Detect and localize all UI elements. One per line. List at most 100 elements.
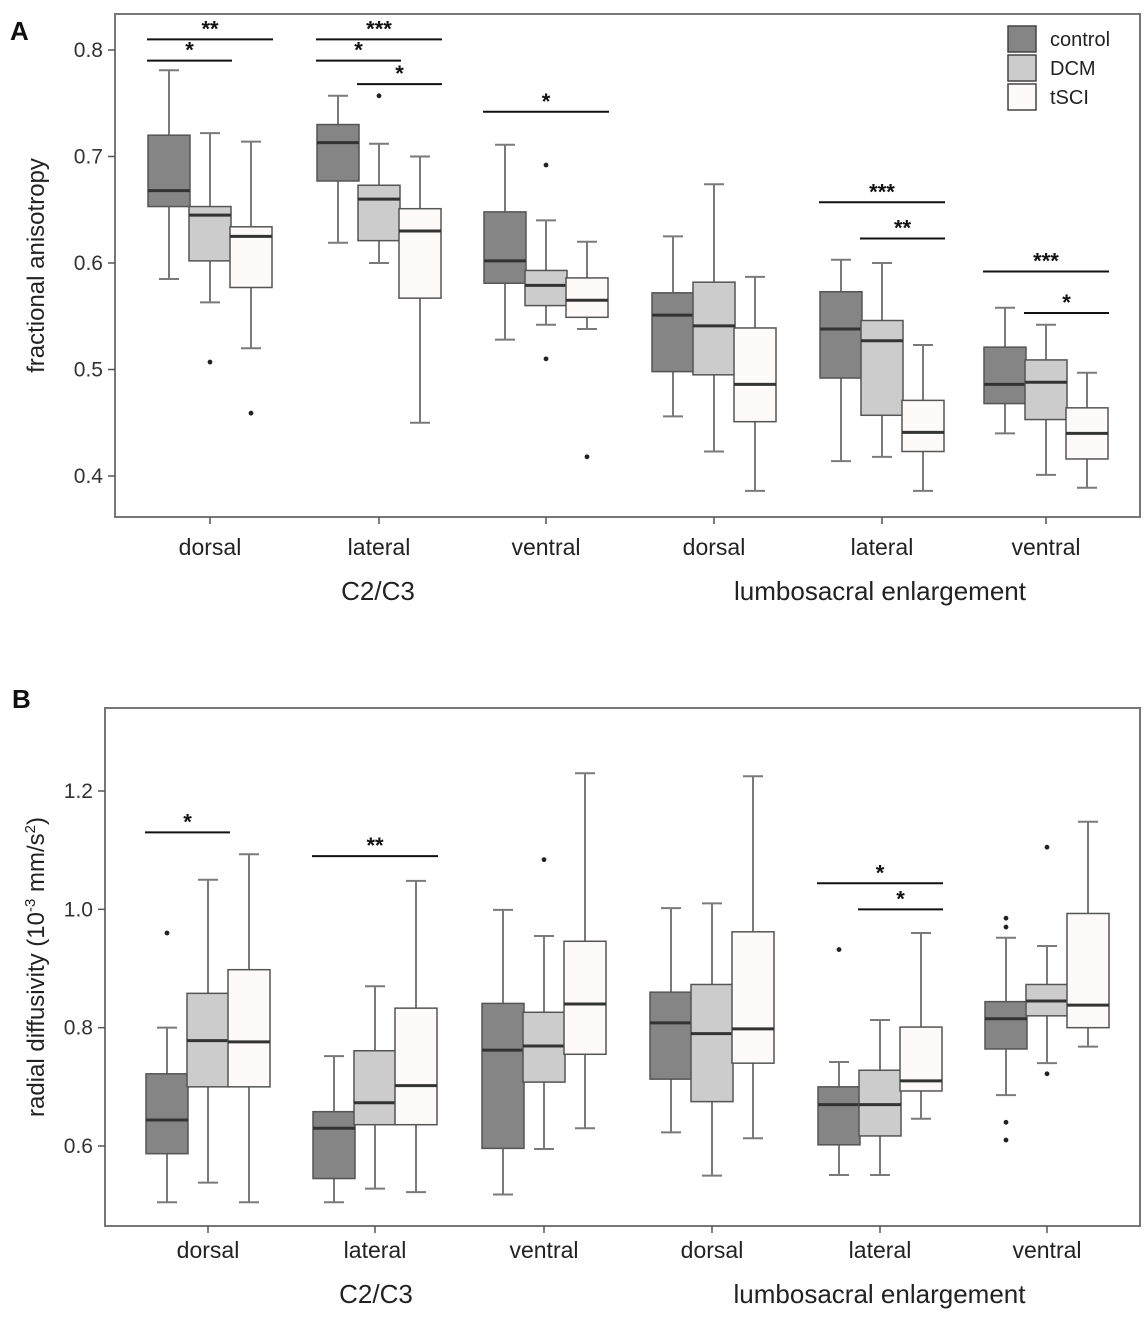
panel-a-y-axis-title: fractional anisotropy: [23, 158, 50, 373]
panel-a-legend-swatch-tsci: [1007, 83, 1037, 111]
panel-a-box-body: [983, 346, 1027, 405]
panel-a-box-body: [565, 277, 609, 319]
panel-a-outlier-point: [248, 410, 254, 416]
panel-b-box-dcm: [522, 857, 566, 1150]
panel-b-box-dcm: [1025, 844, 1069, 1077]
panel-b-box-tsci: [899, 932, 943, 1120]
panel-a-outlier-point: [207, 359, 213, 365]
panel-b-y-axis-title-part: -3: [22, 899, 39, 912]
panel-a-significance-stars: *: [542, 89, 551, 114]
panel-a-y-tick-label: 0.4: [74, 465, 104, 488]
panel-b-box-control: [145, 930, 189, 1204]
panel-a-significance-stars: *: [395, 61, 404, 86]
panel-a-box-body: [733, 327, 777, 423]
panel-b-outlier-point: [1044, 844, 1050, 850]
panel-b-box-tsci: [394, 879, 438, 1194]
panel-b-category-label: dorsal: [177, 1237, 240, 1263]
panel-b-box-control: [312, 1055, 356, 1204]
panel-a-outlier-point: [543, 356, 549, 362]
panel-letter-a: A: [10, 16, 29, 46]
panel-a-box-dcm: [692, 183, 736, 453]
panel-a-box-body: [819, 291, 863, 379]
panel-a-category-label: lateral: [851, 534, 914, 560]
panel-a-box-body: [1024, 359, 1068, 421]
panel-b-significance-stars: *: [183, 809, 192, 834]
panel-letter-b: B: [12, 684, 31, 714]
panel-b-outlier-point: [164, 930, 170, 936]
panel-a-box-body: [357, 184, 401, 242]
panel-b-box-control: [649, 907, 693, 1134]
panel-a-significance-stars: ***: [1033, 249, 1059, 274]
panel-b-box-control: [817, 947, 861, 1176]
panel-b-outlier-point: [1003, 924, 1009, 930]
panel-b-box-dcm: [186, 878, 230, 1184]
panel-b-box-control: [481, 908, 525, 1196]
panel-b-y-axis-title: radial diffusivity (10-3 mm/s2): [22, 817, 50, 1117]
panel-a-significance-stars: ***: [869, 179, 895, 204]
panel-b-box-body: [817, 1086, 861, 1146]
panel-b-plot-frame: [104, 707, 1141, 1227]
panel-b-box-dcm: [858, 1018, 902, 1176]
panel-a-box-dcm: [1024, 323, 1068, 476]
panel-b-y-axis-title-part: mm/s: [23, 833, 50, 898]
panel-a-category-label: lateral: [348, 534, 411, 560]
panel-a-box-body: [651, 292, 695, 373]
panel-a-category-label: ventral: [1011, 534, 1080, 560]
panel-b-box-body: [690, 983, 734, 1103]
panel-a-box-control: [651, 235, 695, 418]
panel-a-box-body: [316, 123, 360, 182]
panel-a-significance-stars: ***: [366, 16, 392, 41]
panel-a-category-label: dorsal: [179, 534, 242, 560]
panel-b-box-body: [394, 1007, 438, 1126]
panel-a-box-tsci: [398, 155, 442, 424]
panel-b-box-control: [984, 915, 1028, 1143]
panel-b-box-body: [227, 968, 271, 1088]
panel-a-y-tick-label: 0.8: [74, 39, 103, 62]
panel-a-y-tick-label: 0.5: [74, 359, 103, 382]
panel-a-box-body: [524, 269, 568, 307]
panel-b-outlier-point: [1003, 915, 1009, 921]
panel-b-box-dcm: [353, 985, 397, 1190]
panel-a-legend-label-tsci: tSCI: [1050, 87, 1089, 109]
panel-a-plot-frame: [114, 13, 1141, 518]
panel-a-box-tsci: [565, 240, 609, 460]
panel-b-significance-stars: **: [366, 833, 384, 858]
panel-a-box-control: [483, 143, 527, 341]
panel-a-category-label: dorsal: [683, 534, 746, 560]
panel-a-category-label: ventral: [511, 534, 580, 560]
panel-a-significance-stars: *: [1062, 290, 1071, 315]
panel-a-legend-label-control: control: [1050, 29, 1110, 51]
panel-a-box-body: [901, 399, 945, 453]
panel-a-y-tick-label: 0.6: [74, 252, 103, 275]
panel-b-outlier-point: [1003, 1137, 1009, 1143]
panel-b-y-axis-title-part: ): [23, 817, 50, 825]
panel-b-box-body: [312, 1110, 356, 1180]
panel-a-group-label: C2/C3: [341, 576, 415, 606]
panel-b-group-label: C2/C3: [339, 1279, 413, 1309]
panel-b-significance-stars: *: [896, 886, 905, 911]
panel-a-legend-swatch-dcm: [1007, 54, 1037, 82]
panel-b-box-body: [984, 1000, 1028, 1050]
panel-a-legend-swatch-control: [1007, 25, 1037, 53]
panel-b-box-body: [145, 1073, 189, 1155]
panel-b-y-tick-label: 0.6: [64, 1135, 93, 1158]
panel-b-box-dcm: [690, 902, 734, 1177]
panel-b-category-label: ventral: [1012, 1237, 1081, 1263]
panel-a-box-tsci: [901, 344, 945, 492]
panel-a-box-dcm: [524, 162, 568, 362]
panel-b-box-body: [731, 931, 775, 1064]
panel-a-y-tick-label: 0.7: [74, 146, 103, 169]
panel-a-significance-stars: *: [354, 38, 363, 63]
panel-a-legend-label-dcm: DCM: [1050, 58, 1096, 80]
panel-a-significance-stars: **: [894, 216, 912, 241]
panel-b-y-tick-label: 0.8: [64, 1017, 93, 1040]
panel-b-category-label: lateral: [849, 1237, 912, 1263]
panel-b-box-body: [353, 1049, 397, 1126]
panel-b-outlier-point: [836, 947, 842, 952]
panel-b-box-body: [649, 991, 693, 1080]
panel-a-box-tsci: [733, 275, 777, 492]
panel-b-box-body: [563, 940, 607, 1056]
panel-a-outlier-point: [584, 454, 590, 460]
panel-a-box-dcm: [357, 93, 401, 264]
